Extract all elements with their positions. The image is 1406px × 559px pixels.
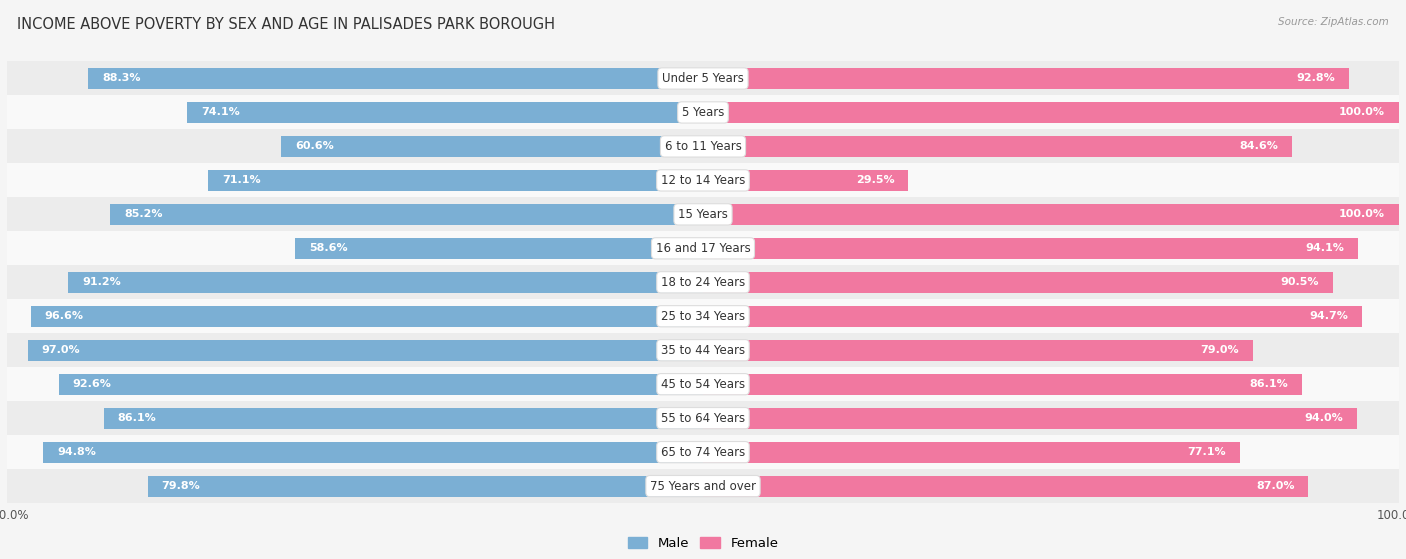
Text: 86.1%: 86.1% [118,413,156,423]
Text: 65 to 74 Years: 65 to 74 Years [661,446,745,458]
Text: 55 to 64 Years: 55 to 64 Years [661,411,745,425]
Bar [7,435,1399,469]
Bar [110,204,703,225]
Bar [7,266,1399,299]
Text: INCOME ABOVE POVERTY BY SEX AND AGE IN PALISADES PARK BOROUGH: INCOME ABOVE POVERTY BY SEX AND AGE IN P… [17,17,555,32]
Bar [104,408,703,429]
Text: Source: ZipAtlas.com: Source: ZipAtlas.com [1278,17,1389,27]
Bar [703,170,908,191]
Bar [7,299,1399,333]
Bar [703,68,1348,89]
Text: 87.0%: 87.0% [1256,481,1295,491]
Bar [187,102,703,123]
Bar [7,469,1399,503]
Text: 90.5%: 90.5% [1281,277,1319,287]
Bar [703,442,1240,463]
Bar [31,306,703,327]
Bar [703,306,1362,327]
Bar [7,61,1399,96]
Text: 88.3%: 88.3% [103,73,141,83]
Legend: Male, Female: Male, Female [624,533,782,554]
Text: 79.8%: 79.8% [162,481,200,491]
Text: 97.0%: 97.0% [42,345,80,355]
Text: 94.1%: 94.1% [1305,243,1344,253]
Text: 58.6%: 58.6% [309,243,347,253]
Bar [28,340,703,361]
Text: 92.8%: 92.8% [1296,73,1334,83]
Bar [703,272,1333,293]
Bar [703,373,1302,395]
Text: 5 Years: 5 Years [682,106,724,119]
Bar [59,373,703,395]
Bar [703,136,1292,157]
Bar [7,367,1399,401]
Text: 84.6%: 84.6% [1239,141,1278,151]
Bar [7,197,1399,231]
Text: 74.1%: 74.1% [201,107,240,117]
Text: 100.0%: 100.0% [1339,107,1385,117]
Text: 6 to 11 Years: 6 to 11 Years [665,140,741,153]
Text: 91.2%: 91.2% [82,277,121,287]
Text: 35 to 44 Years: 35 to 44 Years [661,344,745,357]
Text: 96.6%: 96.6% [45,311,83,321]
Text: 79.0%: 79.0% [1201,345,1239,355]
Bar [703,204,1399,225]
Text: 94.7%: 94.7% [1309,311,1348,321]
Text: 15 Years: 15 Years [678,208,728,221]
Text: 94.8%: 94.8% [58,447,96,457]
Text: 29.5%: 29.5% [856,176,894,186]
Bar [295,238,703,259]
Bar [7,333,1399,367]
Bar [7,231,1399,266]
Bar [7,401,1399,435]
Text: 12 to 14 Years: 12 to 14 Years [661,174,745,187]
Bar [7,130,1399,163]
Bar [703,340,1253,361]
Bar [148,476,703,496]
Text: 94.0%: 94.0% [1305,413,1343,423]
Bar [208,170,703,191]
Bar [281,136,703,157]
Text: 71.1%: 71.1% [222,176,260,186]
Bar [7,163,1399,197]
Text: Under 5 Years: Under 5 Years [662,72,744,85]
Text: 77.1%: 77.1% [1187,447,1226,457]
Text: 92.6%: 92.6% [73,379,111,389]
Text: 18 to 24 Years: 18 to 24 Years [661,276,745,289]
Bar [69,272,703,293]
Bar [703,408,1357,429]
Text: 45 to 54 Years: 45 to 54 Years [661,378,745,391]
Text: 85.2%: 85.2% [124,210,163,219]
Bar [703,476,1309,496]
Text: 75 Years and over: 75 Years and over [650,480,756,492]
Bar [7,96,1399,130]
Text: 16 and 17 Years: 16 and 17 Years [655,242,751,255]
Text: 25 to 34 Years: 25 to 34 Years [661,310,745,323]
Bar [44,442,703,463]
Bar [89,68,703,89]
Text: 100.0%: 100.0% [1339,210,1385,219]
Text: 60.6%: 60.6% [295,141,333,151]
Bar [703,102,1399,123]
Bar [703,238,1358,259]
Text: 86.1%: 86.1% [1250,379,1288,389]
